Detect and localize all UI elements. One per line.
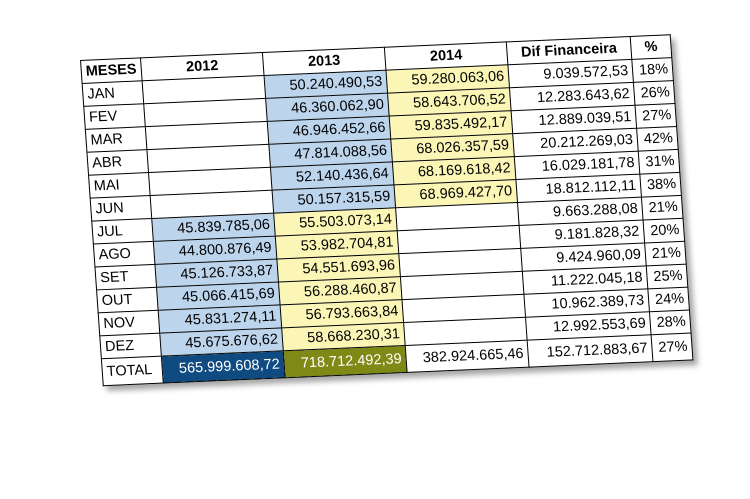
cell-month: AGO (93, 241, 155, 267)
cell-month: MAI (88, 172, 151, 199)
header-pct: % (630, 34, 672, 60)
total-pct: 27% (651, 333, 693, 362)
cell-pct: 18% (631, 57, 674, 83)
cell-pct: 28% (649, 310, 692, 335)
table-body: JAN 50.240.490,53 59.280.063,06 9.039.572,5… (82, 57, 692, 359)
total-2013: 718.712.492,39 (283, 345, 408, 378)
total-label: TOTAL (101, 356, 164, 386)
cell-month: JAN (82, 80, 144, 107)
cell-pct: 20% (643, 218, 685, 243)
cell-pct: 42% (636, 126, 679, 152)
monthly-comparison-table: MESES 2012 2013 2014 Dif Financeira % JA… (80, 34, 693, 386)
cell-month: NOV (98, 310, 160, 336)
cell-pct: 21% (644, 241, 687, 266)
total-2012: 565.999.608,72 (161, 350, 286, 384)
cell-pct: 25% (646, 264, 688, 289)
cell-month: FEV (83, 103, 146, 130)
cell-month: JUL (91, 218, 154, 245)
cell-pct: 26% (633, 80, 675, 106)
cell-pct: 38% (639, 172, 682, 198)
cell-month: DEZ (99, 333, 162, 359)
total-2014: 382.924.665,46 (405, 340, 530, 373)
cell-pct: 24% (647, 287, 690, 312)
total-diff: 152.712.883,67 (527, 334, 653, 368)
cell-pct: 27% (635, 103, 677, 129)
cell-month: JUN (90, 195, 152, 222)
spreadsheet-table: MESES 2012 2013 2014 Dif Financeira % JA… (80, 34, 694, 387)
cell-month: MAR (85, 126, 147, 153)
cell-month: ABR (86, 149, 149, 176)
header-months: MESES (80, 57, 143, 84)
cell-pct: 21% (641, 195, 684, 221)
cell-month: OUT (96, 287, 159, 313)
cell-pct: 31% (638, 149, 680, 175)
cell-month: SET (94, 264, 157, 290)
